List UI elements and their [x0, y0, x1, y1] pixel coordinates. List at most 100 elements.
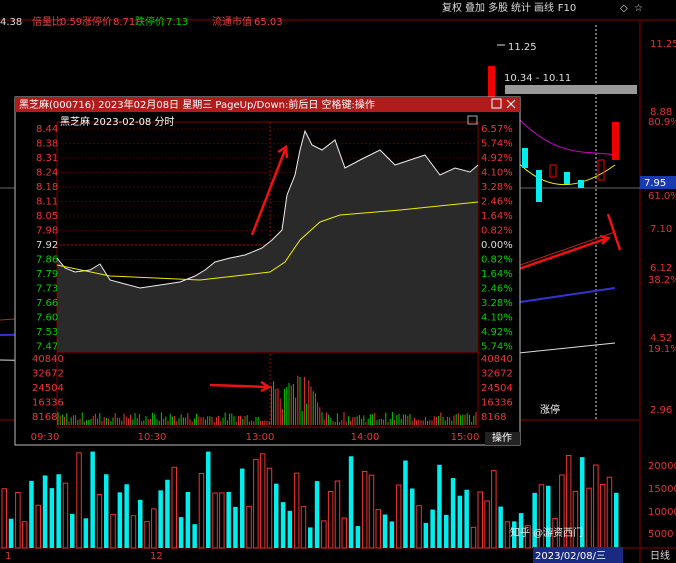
- price-tick: 7.98: [36, 226, 58, 237]
- volume-bar: [185, 491, 191, 548]
- price-box: [640, 176, 676, 189]
- volume-bar: [403, 460, 408, 548]
- price-tick: 8.24: [36, 168, 58, 179]
- volume-bar: [56, 474, 61, 548]
- fib-tick: 80.9%: [648, 117, 676, 128]
- volume-bar: [512, 521, 517, 548]
- pct-tick: 6.57%: [481, 124, 513, 135]
- volume-bar: [410, 488, 415, 548]
- volume-bar: [171, 466, 177, 549]
- volume-bar: [165, 479, 170, 548]
- pct-tick: 3.28%: [481, 298, 513, 309]
- candle: [597, 159, 605, 181]
- volume-tick: 24504: [32, 383, 64, 394]
- pct-tick: 5.74%: [481, 139, 513, 150]
- period-label: 日线: [650, 549, 670, 562]
- price-tick: 11.25: [650, 39, 676, 50]
- volume-bar: [233, 506, 238, 548]
- time-tick: 10:30: [138, 432, 167, 443]
- price-tick: 7.10: [650, 224, 672, 235]
- volume-bar: [96, 493, 103, 549]
- volume-bar: [287, 510, 293, 548]
- toolbar-button[interactable]: 多股: [488, 1, 508, 14]
- toolbar-button[interactable]: F10: [558, 3, 576, 14]
- pct-tick: 2.46%: [481, 284, 513, 295]
- arrow: [250, 144, 289, 236]
- price-tick: 7.73: [36, 284, 58, 295]
- volume-bar: [240, 468, 245, 548]
- volume-bar: [70, 513, 75, 548]
- volume-bar: [382, 514, 388, 548]
- volume-bar: [8, 518, 14, 548]
- price-tick: 8.88: [650, 107, 672, 118]
- volume-bar: [580, 457, 585, 548]
- volume-tick: 40840: [481, 354, 513, 365]
- volume-bar: [470, 526, 477, 549]
- volume-bar: [314, 481, 320, 548]
- volume-bar: [525, 525, 531, 549]
- volume-bar: [593, 464, 599, 549]
- pct-tick: 1.64%: [481, 269, 513, 280]
- volume-bar: [293, 472, 300, 549]
- info-text: 涨停价: [82, 15, 112, 28]
- toolbar-button[interactable]: 叠加: [465, 2, 485, 14]
- volume-bar: [29, 480, 34, 548]
- volume-bar: [395, 484, 402, 549]
- volume-bar: [308, 527, 313, 548]
- volume-bar: [76, 452, 82, 549]
- intraday-volume: [57, 375, 477, 425]
- toggle[interactable]: [467, 115, 478, 125]
- pct-tick: 0.82%: [481, 255, 513, 266]
- volume-bar: [198, 473, 205, 549]
- annotation: 涨停: [540, 403, 560, 416]
- price-tick: 8.05: [36, 211, 58, 222]
- date-tick: 1: [5, 551, 11, 562]
- action-label[interactable]: 操作: [492, 431, 512, 444]
- candle: [536, 170, 542, 202]
- maximize-button[interactable]: [491, 98, 502, 109]
- volume-bar: [572, 490, 579, 549]
- info-text: 0.59: [60, 17, 82, 28]
- volume-bar: [348, 456, 354, 548]
- time-tick: 15:00: [451, 432, 480, 443]
- toolbar-button[interactable]: 统计: [511, 1, 531, 14]
- volume-bar: [504, 521, 511, 549]
- toolbar-button[interactable]: 画线: [534, 1, 554, 14]
- volume-bar: [437, 464, 442, 548]
- volume-bar: [144, 521, 150, 549]
- pct-tick: 4.10%: [481, 168, 513, 179]
- volume-bar: [389, 521, 395, 548]
- price-tick: 8.31: [36, 153, 58, 164]
- arrow: [606, 213, 622, 251]
- volume-bar: [546, 485, 551, 548]
- volume-tick: 16336: [481, 398, 513, 409]
- volume-bar: [375, 509, 381, 549]
- ma-line: [519, 119, 616, 156]
- volume-bar: [321, 520, 327, 549]
- price-tick: 7.86: [36, 255, 58, 266]
- candle: [612, 122, 619, 160]
- volume-bar: [518, 513, 524, 548]
- volume-tick: 40840: [32, 354, 64, 365]
- fib-tick: 61.0%: [648, 191, 676, 202]
- volume-bar: [151, 508, 157, 549]
- fib-tick: 19.1%: [648, 344, 676, 355]
- time-tick: 09:30: [31, 432, 60, 443]
- price-tick: 7.53: [36, 327, 58, 338]
- volume-bar: [226, 491, 231, 548]
- volume-bar: [104, 474, 109, 548]
- action-button[interactable]: [485, 432, 520, 445]
- volume-bar: [62, 482, 69, 549]
- volume-bar: [532, 492, 537, 548]
- volume-bar: [219, 492, 225, 549]
- pct-tick: 4.10%: [481, 313, 513, 324]
- toolbar-button[interactable]: 复权: [442, 1, 462, 14]
- volume-tick: 16336: [32, 398, 64, 409]
- volume-bar: [477, 491, 483, 549]
- volume-bar: [1, 488, 7, 549]
- volume-bar: [259, 453, 266, 549]
- volume-bar: [35, 504, 41, 549]
- current-price: 7.95: [644, 178, 666, 189]
- close-button[interactable]: [506, 99, 516, 109]
